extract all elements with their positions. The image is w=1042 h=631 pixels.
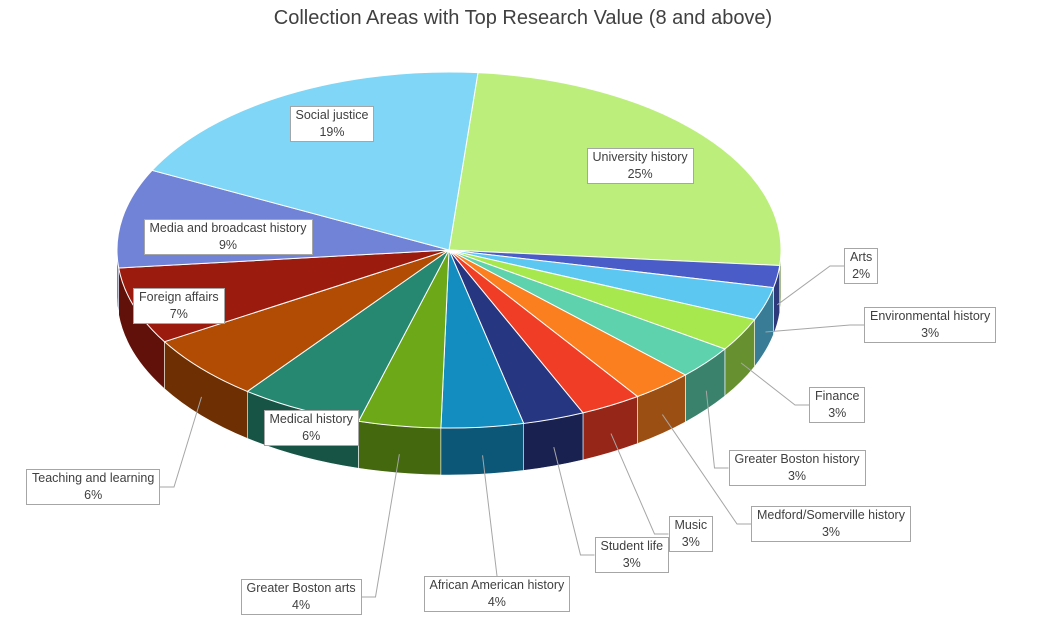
data-label-percent: 3%	[622, 556, 641, 570]
leader-line	[160, 396, 202, 488]
data-label-category: Environmental history	[870, 309, 991, 323]
data-label-finance: Finance 3%	[809, 387, 866, 423]
leader-line	[776, 265, 844, 306]
leader-line	[553, 446, 595, 556]
data-label-greater-boston-arts: Greater Boston arts 4%	[240, 579, 362, 615]
data-label-music: Music 3%	[668, 516, 714, 552]
data-label-category: Music	[674, 518, 708, 532]
data-label-category: African American history	[429, 578, 565, 592]
data-label-african-american-history: African American history 4%	[423, 576, 571, 612]
data-label-category: Medical history	[269, 412, 353, 426]
data-label-percent: 4%	[292, 598, 311, 612]
data-label-percent: 3%	[821, 525, 841, 539]
leader-line	[765, 324, 864, 333]
data-label-category: Greater Boston history	[734, 452, 860, 466]
data-label-category: University history	[592, 150, 688, 164]
leader-line	[740, 362, 809, 406]
data-label-student-life: Student life 3%	[594, 537, 670, 573]
chart-title: Collection Areas with Top Research Value…	[273, 7, 773, 29]
data-label-greater-boston-history: Greater Boston history 3%	[728, 450, 866, 486]
data-label-percent: 3%	[787, 469, 807, 483]
data-label-percent: 3%	[828, 406, 847, 420]
data-label-category: Media and broadcast history	[149, 221, 307, 235]
leader-line	[482, 455, 498, 577]
data-label-environmental-history: Environmental history 3%	[864, 307, 997, 343]
data-label-percent: 3%	[681, 535, 700, 549]
data-label-percent: 4%	[487, 595, 506, 609]
slice-side-african-american-history	[440, 423, 524, 476]
data-label-social-justice: Social justice 19%	[289, 106, 375, 142]
data-label-percent: 3%	[921, 326, 940, 340]
slice-side-greater-boston-arts	[358, 420, 442, 476]
slice-social-justice	[151, 71, 479, 251]
data-label-category: Student life	[600, 539, 664, 553]
leader-lines	[160, 265, 864, 598]
data-label-category: Finance	[815, 389, 860, 403]
data-label-category: Foreign affairs	[139, 290, 219, 304]
data-label-percent: 19%	[319, 125, 345, 139]
data-label-category: Social justice	[295, 108, 369, 122]
leader-line	[705, 390, 729, 469]
data-label-media-and-broadcast-history: Media and broadcast history 9%	[143, 219, 313, 255]
data-label-percent: 2%	[852, 267, 871, 281]
data-label-percent: 6%	[84, 488, 103, 502]
data-label-medford-somerville-history: Medford/Somerville history 3%	[751, 506, 911, 542]
data-label-percent: 9%	[218, 238, 238, 252]
leader-line	[610, 433, 669, 535]
leader-line	[661, 414, 751, 525]
data-label-medical-history: Medical history 6%	[263, 410, 359, 446]
data-label-category: Arts	[850, 250, 873, 264]
leader-line	[361, 454, 400, 598]
data-label-category: Medford/Somerville history	[757, 508, 905, 522]
data-label-foreign-affairs: Foreign affairs 7%	[133, 288, 225, 324]
data-label-category: Greater Boston arts	[246, 581, 356, 595]
data-label-category: Teaching and learning	[32, 471, 155, 485]
data-label-percent: 6%	[302, 429, 321, 443]
data-label-university-history: University history 25%	[586, 148, 694, 184]
slice-teaching-and-learning	[163, 249, 450, 392]
data-label-percent: 25%	[627, 167, 653, 181]
data-label-arts: Arts 2%	[844, 248, 879, 284]
data-label-percent: 7%	[169, 307, 188, 321]
data-label-teaching-and-learning: Teaching and learning 6%	[26, 469, 161, 505]
